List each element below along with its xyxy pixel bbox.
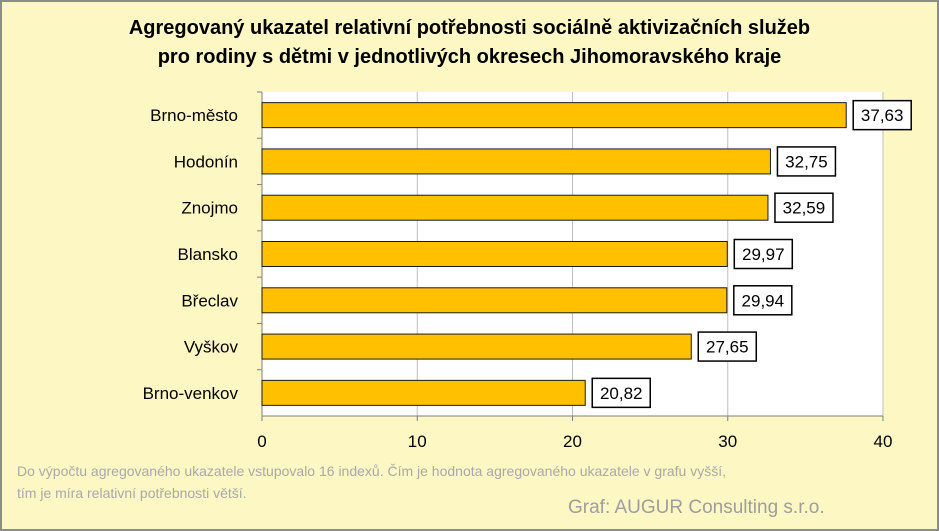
x-tick-label: 0 [257,432,266,451]
data-label-box [733,238,794,270]
x-tick-label: 40 [874,432,893,451]
bar [261,241,728,267]
y-category-label: Břeclav [181,291,238,310]
y-category-label: Hodonín [174,152,238,171]
footnote: Do výpočtu agregovaného ukazatele vstupo… [17,463,727,501]
data-label: 29,97 [742,245,785,264]
data-label: 32,75 [785,152,828,171]
y-category-label: Znojmo [181,199,238,218]
y-category-label: Brno-venkov [143,384,239,403]
data-label-box [852,99,912,131]
bar [261,194,769,221]
y-category-label: Brno-město [150,106,238,125]
data-label-box [697,331,758,362]
data-label-box [774,192,834,223]
data-label: 37,63 [861,106,904,125]
bar [261,379,586,406]
data-label-box [776,146,837,177]
data-label: 32,59 [783,199,826,218]
bar [261,148,771,175]
chart-title-line-1: Agregovaný ukazatel relativní potřebnost… [128,17,811,39]
data-label: 29,94 [742,291,785,310]
credit: Graf: AUGUR Consulting s.r.o. [568,497,825,518]
bar [261,102,847,129]
y-category-label: Vyškov [184,338,239,357]
y-category-label: Blansko [178,245,238,264]
x-tick-label: 30 [718,432,737,451]
data-label: 20,82 [600,384,643,403]
data-label: 27,65 [706,338,749,357]
bar [261,287,728,314]
bar [261,333,692,360]
data-label-box [733,285,793,316]
data-label-box [591,377,651,409]
x-tick-label: 20 [563,432,582,451]
chart-title-line-2: pro rodiny s dětmi v jednotlivých okrese… [157,46,782,68]
x-tick-label: 10 [408,432,427,451]
chart-title: Agregovaný ukazatel relativní potřebnost… [0,14,939,72]
